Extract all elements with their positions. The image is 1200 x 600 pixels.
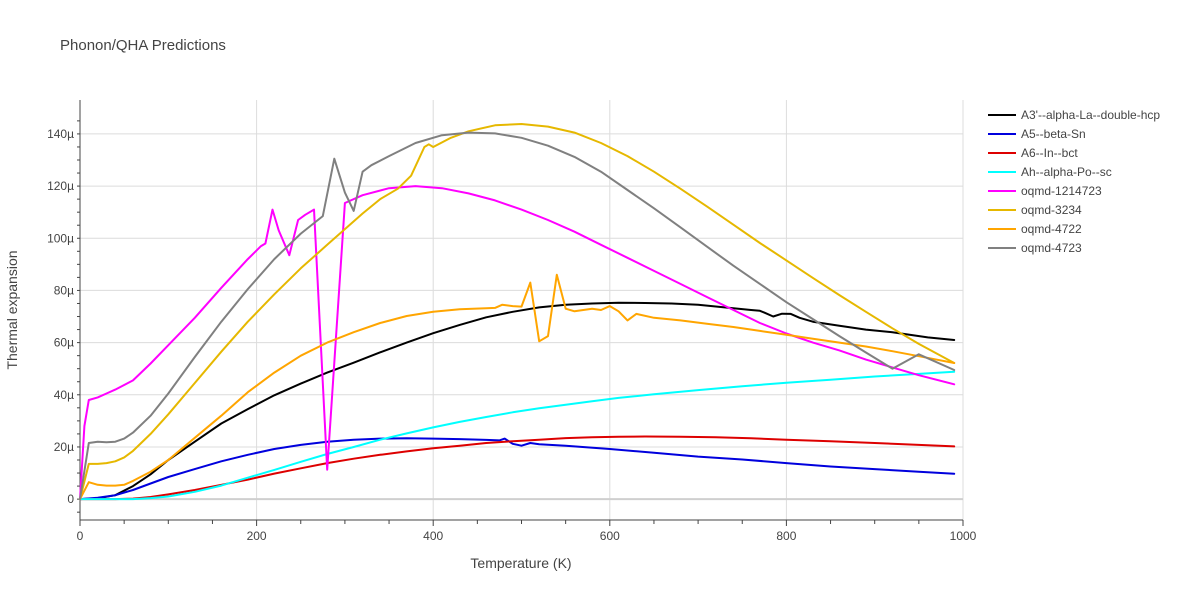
axes: 0 200 400 600 800 1000 0 20µ 40µ 60µ 80µ 100µ 120µ 14… [47, 100, 977, 543]
x-tick-label: 1000 [950, 529, 977, 543]
legend-item[interactable]: A5--beta-Sn [988, 127, 1086, 141]
plot-area [79, 123, 956, 501]
y-tick-label: 80µ [54, 283, 74, 297]
x-tick-label: 200 [247, 529, 267, 543]
series-line [79, 273, 956, 501]
legend-item[interactable]: oqmd-4722 [988, 222, 1082, 236]
series-line [79, 123, 956, 501]
legend-label: Ah--alpha-Po--sc [1021, 165, 1112, 179]
y-tick-label: 0 [67, 492, 74, 506]
legend: A3'--alpha-La--double-hcp A5--beta-Sn A6--… [988, 108, 1160, 255]
y-tick-label: 60µ [54, 336, 74, 350]
legend-item[interactable]: A6--In--bct [988, 146, 1078, 160]
legend-item[interactable]: oqmd-4723 [988, 241, 1082, 255]
legend-label: oqmd-1214723 [1021, 184, 1102, 198]
y-tick-label: 120µ [47, 179, 74, 193]
y-tick-label: 140µ [47, 127, 74, 141]
y-axis-title: Thermal expansion [4, 250, 20, 369]
legend-label: oqmd-3234 [1021, 203, 1082, 217]
x-tick-label: 0 [77, 529, 84, 543]
chart-title: Phonon/QHA Predictions [60, 37, 226, 54]
x-axis-title: Temperature (K) [470, 555, 571, 571]
x-tick-label: 600 [600, 529, 620, 543]
legend-label: A5--beta-Sn [1021, 127, 1086, 141]
legend-item[interactable]: A3'--alpha-La--double-hcp [988, 108, 1160, 122]
y-tick-label: 40µ [54, 388, 74, 402]
series-line [79, 301, 956, 501]
series-line [79, 435, 956, 501]
legend-label: A3'--alpha-La--double-hcp [1021, 108, 1160, 122]
series-line [79, 185, 956, 501]
series-line [79, 131, 956, 501]
legend-item[interactable]: oqmd-1214723 [988, 184, 1102, 198]
y-tick-label: 20µ [54, 440, 74, 454]
x-tick-label: 400 [423, 529, 443, 543]
legend-label: oqmd-4722 [1021, 222, 1082, 236]
legend-item[interactable]: oqmd-3234 [988, 203, 1082, 217]
series-line [79, 370, 956, 501]
grid [80, 100, 964, 520]
legend-label: oqmd-4723 [1021, 241, 1082, 255]
series-line [79, 437, 956, 501]
y-tick-label: 100µ [47, 231, 74, 245]
legend-item[interactable]: Ah--alpha-Po--sc [988, 165, 1112, 179]
x-tick-label: 800 [776, 529, 796, 543]
legend-label: A6--In--bct [1021, 146, 1078, 160]
